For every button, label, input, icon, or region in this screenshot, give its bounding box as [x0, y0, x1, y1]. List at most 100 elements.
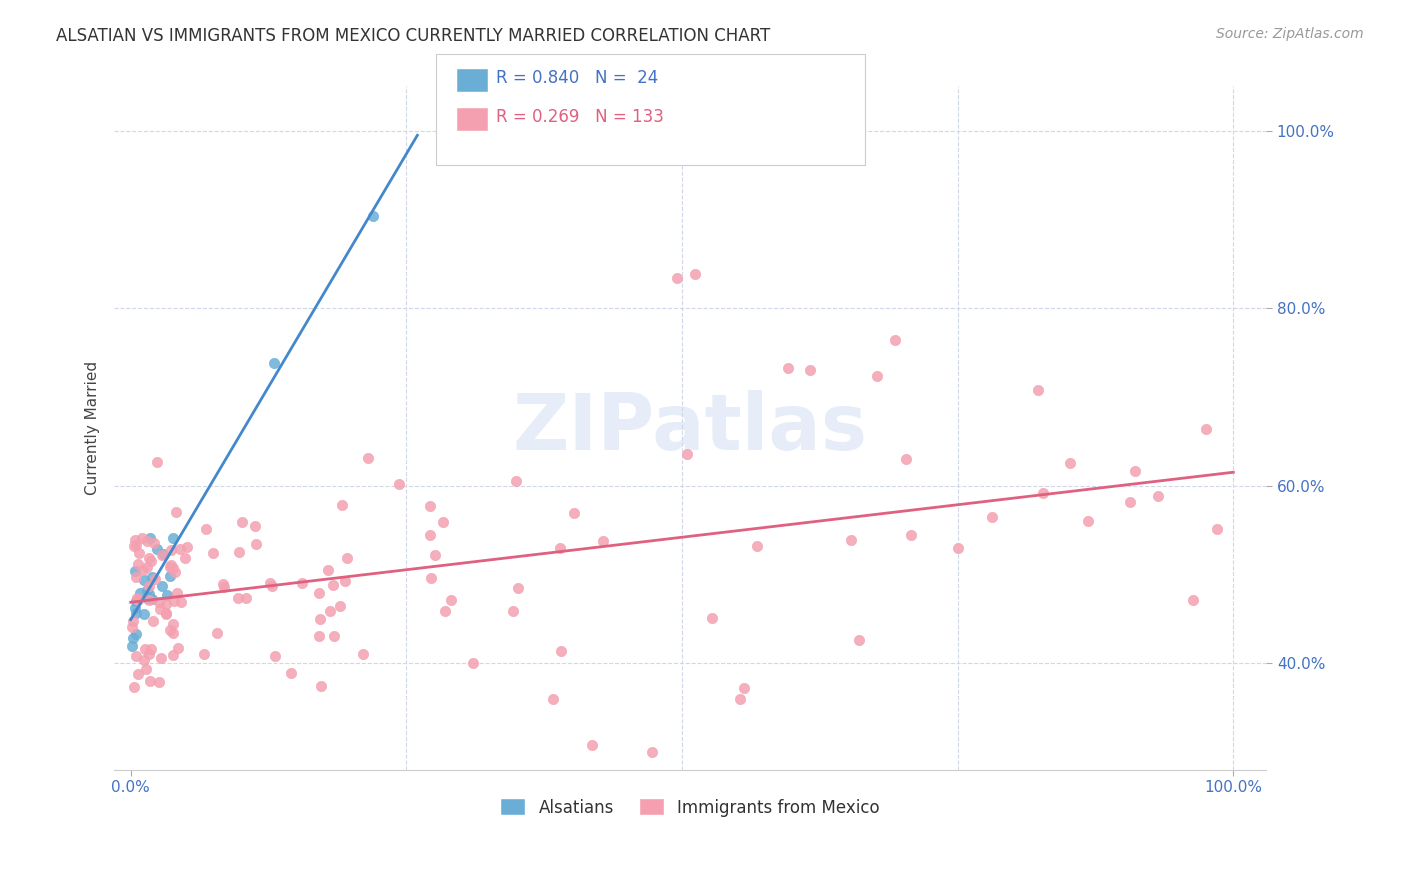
Point — [841, 533, 863, 548]
Point — [666, 271, 689, 285]
Point — [127, 667, 149, 681]
Point — [127, 558, 149, 572]
Point — [316, 564, 339, 578]
Point — [138, 587, 160, 601]
Point — [124, 564, 146, 578]
Point — [138, 551, 160, 566]
Point — [146, 541, 169, 556]
Point — [308, 629, 330, 643]
Point — [136, 560, 159, 574]
Point — [159, 623, 181, 637]
Point — [121, 639, 143, 653]
Point — [122, 680, 145, 694]
Point — [134, 652, 156, 666]
Point — [155, 597, 177, 611]
Point — [139, 531, 162, 545]
Point — [319, 604, 342, 618]
Point — [125, 538, 148, 552]
Point — [434, 604, 457, 618]
Point — [194, 522, 217, 536]
Point — [125, 570, 148, 584]
Point — [980, 510, 1002, 524]
Point — [550, 644, 572, 658]
Point — [128, 586, 150, 600]
Point — [502, 604, 524, 618]
Text: ZIPatlas: ZIPatlas — [513, 390, 868, 467]
Point — [141, 592, 163, 607]
Point — [125, 591, 148, 605]
Point — [122, 614, 145, 628]
Point — [505, 475, 527, 489]
Point — [124, 594, 146, 608]
Point — [308, 612, 330, 626]
Point — [176, 541, 198, 555]
Point — [138, 579, 160, 593]
Text: Source: ZipAtlas.com: Source: ZipAtlas.com — [1216, 27, 1364, 41]
Point — [165, 565, 187, 579]
Point — [291, 576, 314, 591]
Point — [419, 500, 441, 514]
Point — [894, 451, 917, 466]
Point — [733, 681, 755, 695]
Point — [155, 606, 177, 620]
Point — [205, 626, 228, 640]
Point — [160, 558, 183, 572]
Point — [159, 569, 181, 583]
Point — [146, 455, 169, 469]
Point — [170, 595, 193, 609]
Point — [352, 647, 374, 661]
Point — [361, 209, 384, 223]
Point — [125, 648, 148, 663]
Point — [159, 559, 181, 574]
Point — [162, 531, 184, 545]
Point — [323, 630, 346, 644]
Point — [124, 601, 146, 615]
Point — [134, 641, 156, 656]
Point — [745, 539, 768, 553]
Point — [139, 642, 162, 657]
Point — [211, 577, 233, 591]
Point — [884, 333, 907, 347]
Point — [149, 602, 172, 616]
Point — [148, 595, 170, 609]
Point — [143, 536, 166, 550]
Point — [162, 561, 184, 575]
Point — [131, 532, 153, 546]
Point — [166, 586, 188, 600]
Point — [388, 476, 411, 491]
Point — [141, 569, 163, 583]
Point — [900, 528, 922, 542]
Point — [162, 626, 184, 640]
Point — [131, 563, 153, 577]
Point — [280, 666, 302, 681]
Point — [136, 533, 159, 548]
Point — [264, 649, 287, 664]
Point — [127, 593, 149, 607]
Point — [160, 543, 183, 558]
Point — [169, 541, 191, 556]
Point — [138, 674, 160, 689]
Point — [562, 507, 585, 521]
Point — [308, 585, 330, 599]
Point — [152, 579, 174, 593]
Point — [201, 546, 224, 560]
Point — [235, 591, 257, 605]
Point — [136, 583, 159, 598]
Point — [263, 356, 285, 370]
Point — [461, 657, 484, 671]
Point — [728, 692, 751, 706]
Legend: Alsatians, Immigrants from Mexico: Alsatians, Immigrants from Mexico — [494, 792, 887, 823]
Point — [581, 738, 603, 752]
Text: ALSATIAN VS IMMIGRANTS FROM MEXICO CURRENTLY MARRIED CORRELATION CHART: ALSATIAN VS IMMIGRANTS FROM MEXICO CURRE… — [56, 27, 770, 45]
Point — [700, 610, 723, 624]
Point — [419, 527, 441, 541]
Point — [125, 607, 148, 621]
Point — [1032, 486, 1054, 500]
Point — [155, 607, 177, 621]
Point — [122, 540, 145, 554]
Point — [506, 581, 529, 595]
Point — [1147, 489, 1170, 503]
Point — [152, 547, 174, 561]
Point — [541, 691, 564, 706]
Point — [676, 447, 699, 461]
